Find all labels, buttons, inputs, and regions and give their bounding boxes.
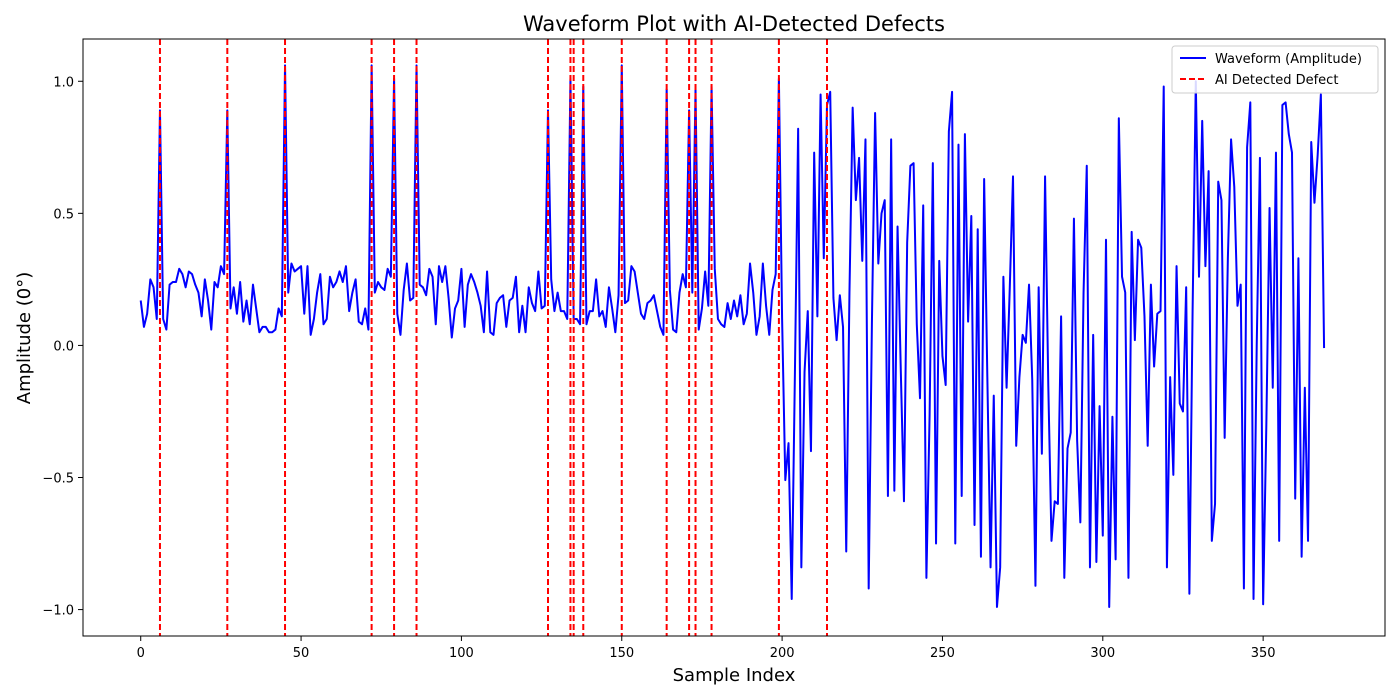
x-axis: 0 50 100 150 200 250 300 350 (137, 636, 1276, 661)
plot-area (139, 39, 1326, 636)
chart-title: Waveform Plot with AI-Detected Defects (523, 12, 945, 36)
x-tick-label: 150 (609, 646, 634, 661)
y-axis-label: Amplitude (0°) (14, 272, 35, 404)
legend-waveform-label: Waveform (Amplitude) (1215, 52, 1362, 67)
x-tick-label: 250 (930, 646, 955, 661)
y-tick-label: −1.0 (42, 604, 74, 619)
y-tick-label: 0.0 (53, 339, 74, 354)
y-axis: −1.0 −0.5 0.0 0.5 1.0 (42, 75, 83, 619)
waveform-series-line (139, 64, 1326, 608)
plot-frame (82, 38, 1386, 637)
x-tick-label: 200 (770, 646, 795, 661)
x-tick-label: 0 (137, 646, 145, 661)
legend-defect-label: AI Detected Defect (1215, 73, 1338, 88)
x-tick-label: 300 (1090, 646, 1115, 661)
x-axis-label: Sample Index (673, 665, 796, 686)
x-tick-label: 100 (449, 646, 474, 661)
x-tick-label: 350 (1251, 646, 1276, 661)
x-tick-label: 50 (293, 646, 310, 661)
y-tick-label: −0.5 (42, 472, 74, 487)
legend: Waveform (Amplitude) AI Detected Defect (1171, 45, 1379, 94)
y-tick-label: 0.5 (53, 207, 74, 222)
legend-box (1171, 45, 1379, 94)
y-tick-label: 1.0 (53, 75, 74, 90)
